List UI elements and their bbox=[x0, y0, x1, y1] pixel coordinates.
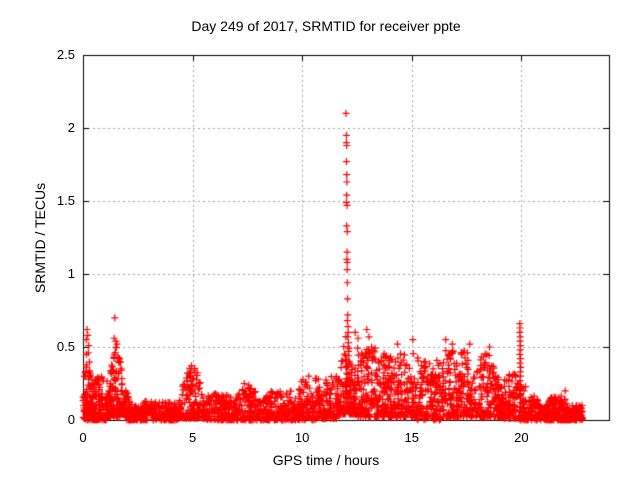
x-tick-label: 0 bbox=[79, 430, 87, 445]
y-tick-label: 2 bbox=[67, 120, 75, 135]
x-tick-label: 20 bbox=[514, 430, 529, 445]
y-tick-label: 0.5 bbox=[56, 339, 75, 354]
y-tick-label: 1.5 bbox=[56, 193, 75, 208]
y-tick-label: 1 bbox=[67, 266, 75, 281]
x-tick-label: 15 bbox=[404, 430, 419, 445]
x-axis-title: GPS time / hours bbox=[272, 452, 380, 468]
chart-title: Day 249 of 2017, SRMTID for receiver ppt… bbox=[191, 18, 461, 34]
x-tick-label: 5 bbox=[188, 430, 197, 445]
y-tick-label: 0 bbox=[67, 412, 75, 427]
y-tick-label: 2.5 bbox=[56, 47, 75, 62]
x-tick-label: 10 bbox=[294, 430, 310, 445]
